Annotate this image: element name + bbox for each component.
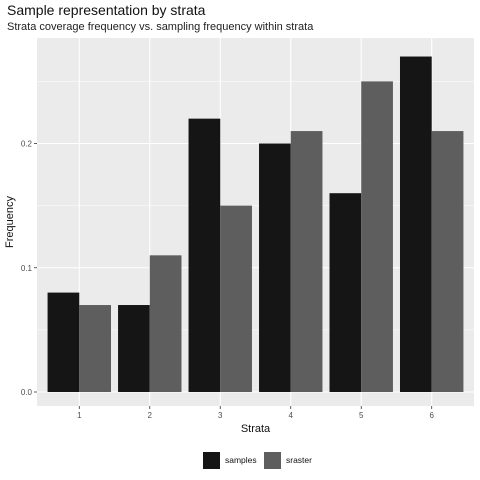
x-tick-label: 4 [289,411,294,420]
x-axis: 1 2 3 4 5 6 [77,406,434,420]
x-tick-label: 3 [218,411,223,420]
bar-samples-1 [48,293,80,392]
bar-sraster-6 [432,131,464,392]
legend-label-sraster: sraster [286,455,312,465]
bar-sraster-3 [220,206,252,392]
legend: samples sraster [203,452,312,469]
x-tick-label: 6 [429,411,434,420]
bar-sraster-5 [361,81,393,392]
y-tick-label: 0.1 [21,264,33,273]
x-tick-label: 2 [148,411,153,420]
y-axis: 0.0 0.1 0.2 [21,140,37,398]
bar-sraster-1 [79,305,111,392]
bar-samples-6 [400,57,432,392]
legend-label-samples: samples [225,455,257,465]
y-tick-label: 0.0 [21,388,33,397]
y-tick-label: 0.2 [21,140,33,149]
bar-samples-4 [259,144,291,393]
bar-samples-5 [330,193,362,392]
y-axis-title: Frequency [4,196,16,248]
bar-samples-3 [189,119,221,392]
bar-sraster-2 [150,255,182,392]
bar-samples-2 [118,305,150,392]
x-axis-title: Strata [241,423,271,435]
x-tick-label: 5 [359,411,364,420]
legend-key-sraster [264,452,281,469]
legend-key-samples [203,452,220,469]
x-tick-label: 1 [77,411,82,420]
bar-sraster-4 [291,131,323,392]
